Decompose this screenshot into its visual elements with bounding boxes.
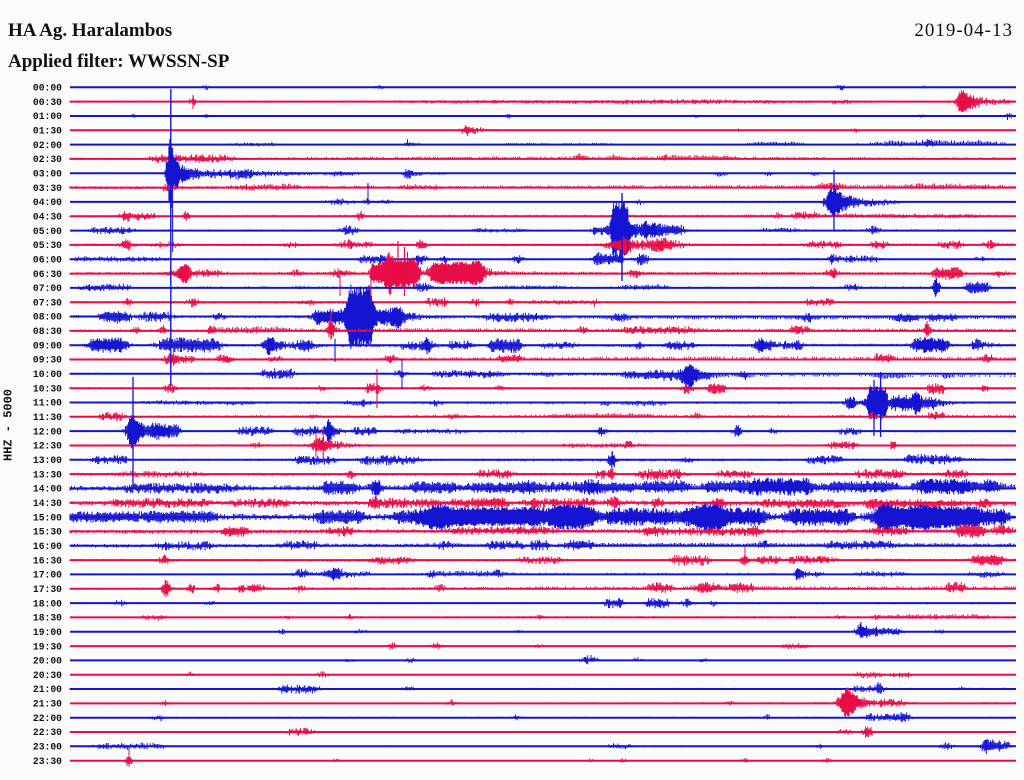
svg-text:20:30: 20:30: [33, 670, 62, 681]
svg-text:12:00: 12:00: [33, 426, 62, 437]
svg-text:11:00: 11:00: [33, 398, 62, 409]
svg-text:20:00: 20:00: [33, 656, 62, 667]
svg-text:09:30: 09:30: [33, 355, 62, 366]
svg-text:22:30: 22:30: [33, 727, 62, 738]
svg-text:08:00: 08:00: [33, 312, 62, 323]
svg-text:HHZ - 5000: HHZ - 5000: [2, 389, 16, 461]
svg-text:07:30: 07:30: [33, 297, 62, 308]
svg-text:18:00: 18:00: [33, 598, 62, 609]
svg-text:HA Ag. Haralambos: HA Ag. Haralambos: [8, 20, 172, 41]
svg-text:07:00: 07:00: [33, 283, 62, 294]
svg-text:16:00: 16:00: [33, 541, 62, 552]
svg-text:06:30: 06:30: [33, 269, 62, 280]
svg-text:23:00: 23:00: [33, 742, 62, 753]
svg-text:21:00: 21:00: [33, 684, 62, 695]
svg-text:03:00: 03:00: [33, 169, 62, 180]
svg-text:05:30: 05:30: [33, 240, 62, 251]
svg-text:18:30: 18:30: [33, 613, 62, 624]
svg-text:01:00: 01:00: [33, 111, 62, 122]
svg-text:14:30: 14:30: [33, 498, 62, 509]
svg-text:23:30: 23:30: [33, 756, 62, 767]
svg-text:10:30: 10:30: [33, 383, 62, 394]
svg-text:12:30: 12:30: [33, 441, 62, 452]
svg-text:10:00: 10:00: [33, 369, 62, 380]
svg-text:03:30: 03:30: [33, 183, 62, 194]
svg-text:15:00: 15:00: [33, 512, 62, 523]
svg-text:Applied filter: WWSSN-SP: Applied filter: WWSSN-SP: [8, 51, 230, 72]
svg-text:21:30: 21:30: [33, 699, 62, 710]
svg-text:08:30: 08:30: [33, 326, 62, 337]
svg-text:00:00: 00:00: [33, 83, 62, 94]
svg-text:16:30: 16:30: [33, 555, 62, 566]
svg-text:13:30: 13:30: [33, 469, 62, 480]
svg-text:02:30: 02:30: [33, 154, 62, 165]
svg-text:01:30: 01:30: [33, 126, 62, 137]
svg-text:19:00: 19:00: [33, 627, 62, 638]
svg-text:11:30: 11:30: [33, 412, 62, 423]
svg-text:19:30: 19:30: [33, 641, 62, 652]
svg-text:17:30: 17:30: [33, 584, 62, 595]
svg-text:14:00: 14:00: [33, 484, 62, 495]
svg-text:17:00: 17:00: [33, 570, 62, 581]
svg-text:04:00: 04:00: [33, 197, 62, 208]
svg-text:02:00: 02:00: [33, 140, 62, 151]
svg-text:15:30: 15:30: [33, 527, 62, 538]
svg-text:13:00: 13:00: [33, 455, 62, 466]
svg-text:2019-04-13: 2019-04-13: [914, 20, 1013, 41]
svg-text:05:00: 05:00: [33, 226, 62, 237]
svg-text:00:30: 00:30: [33, 97, 62, 108]
svg-text:22:00: 22:00: [33, 713, 62, 724]
svg-text:04:30: 04:30: [33, 211, 62, 222]
svg-text:09:00: 09:00: [33, 340, 62, 351]
svg-text:06:00: 06:00: [33, 254, 62, 265]
